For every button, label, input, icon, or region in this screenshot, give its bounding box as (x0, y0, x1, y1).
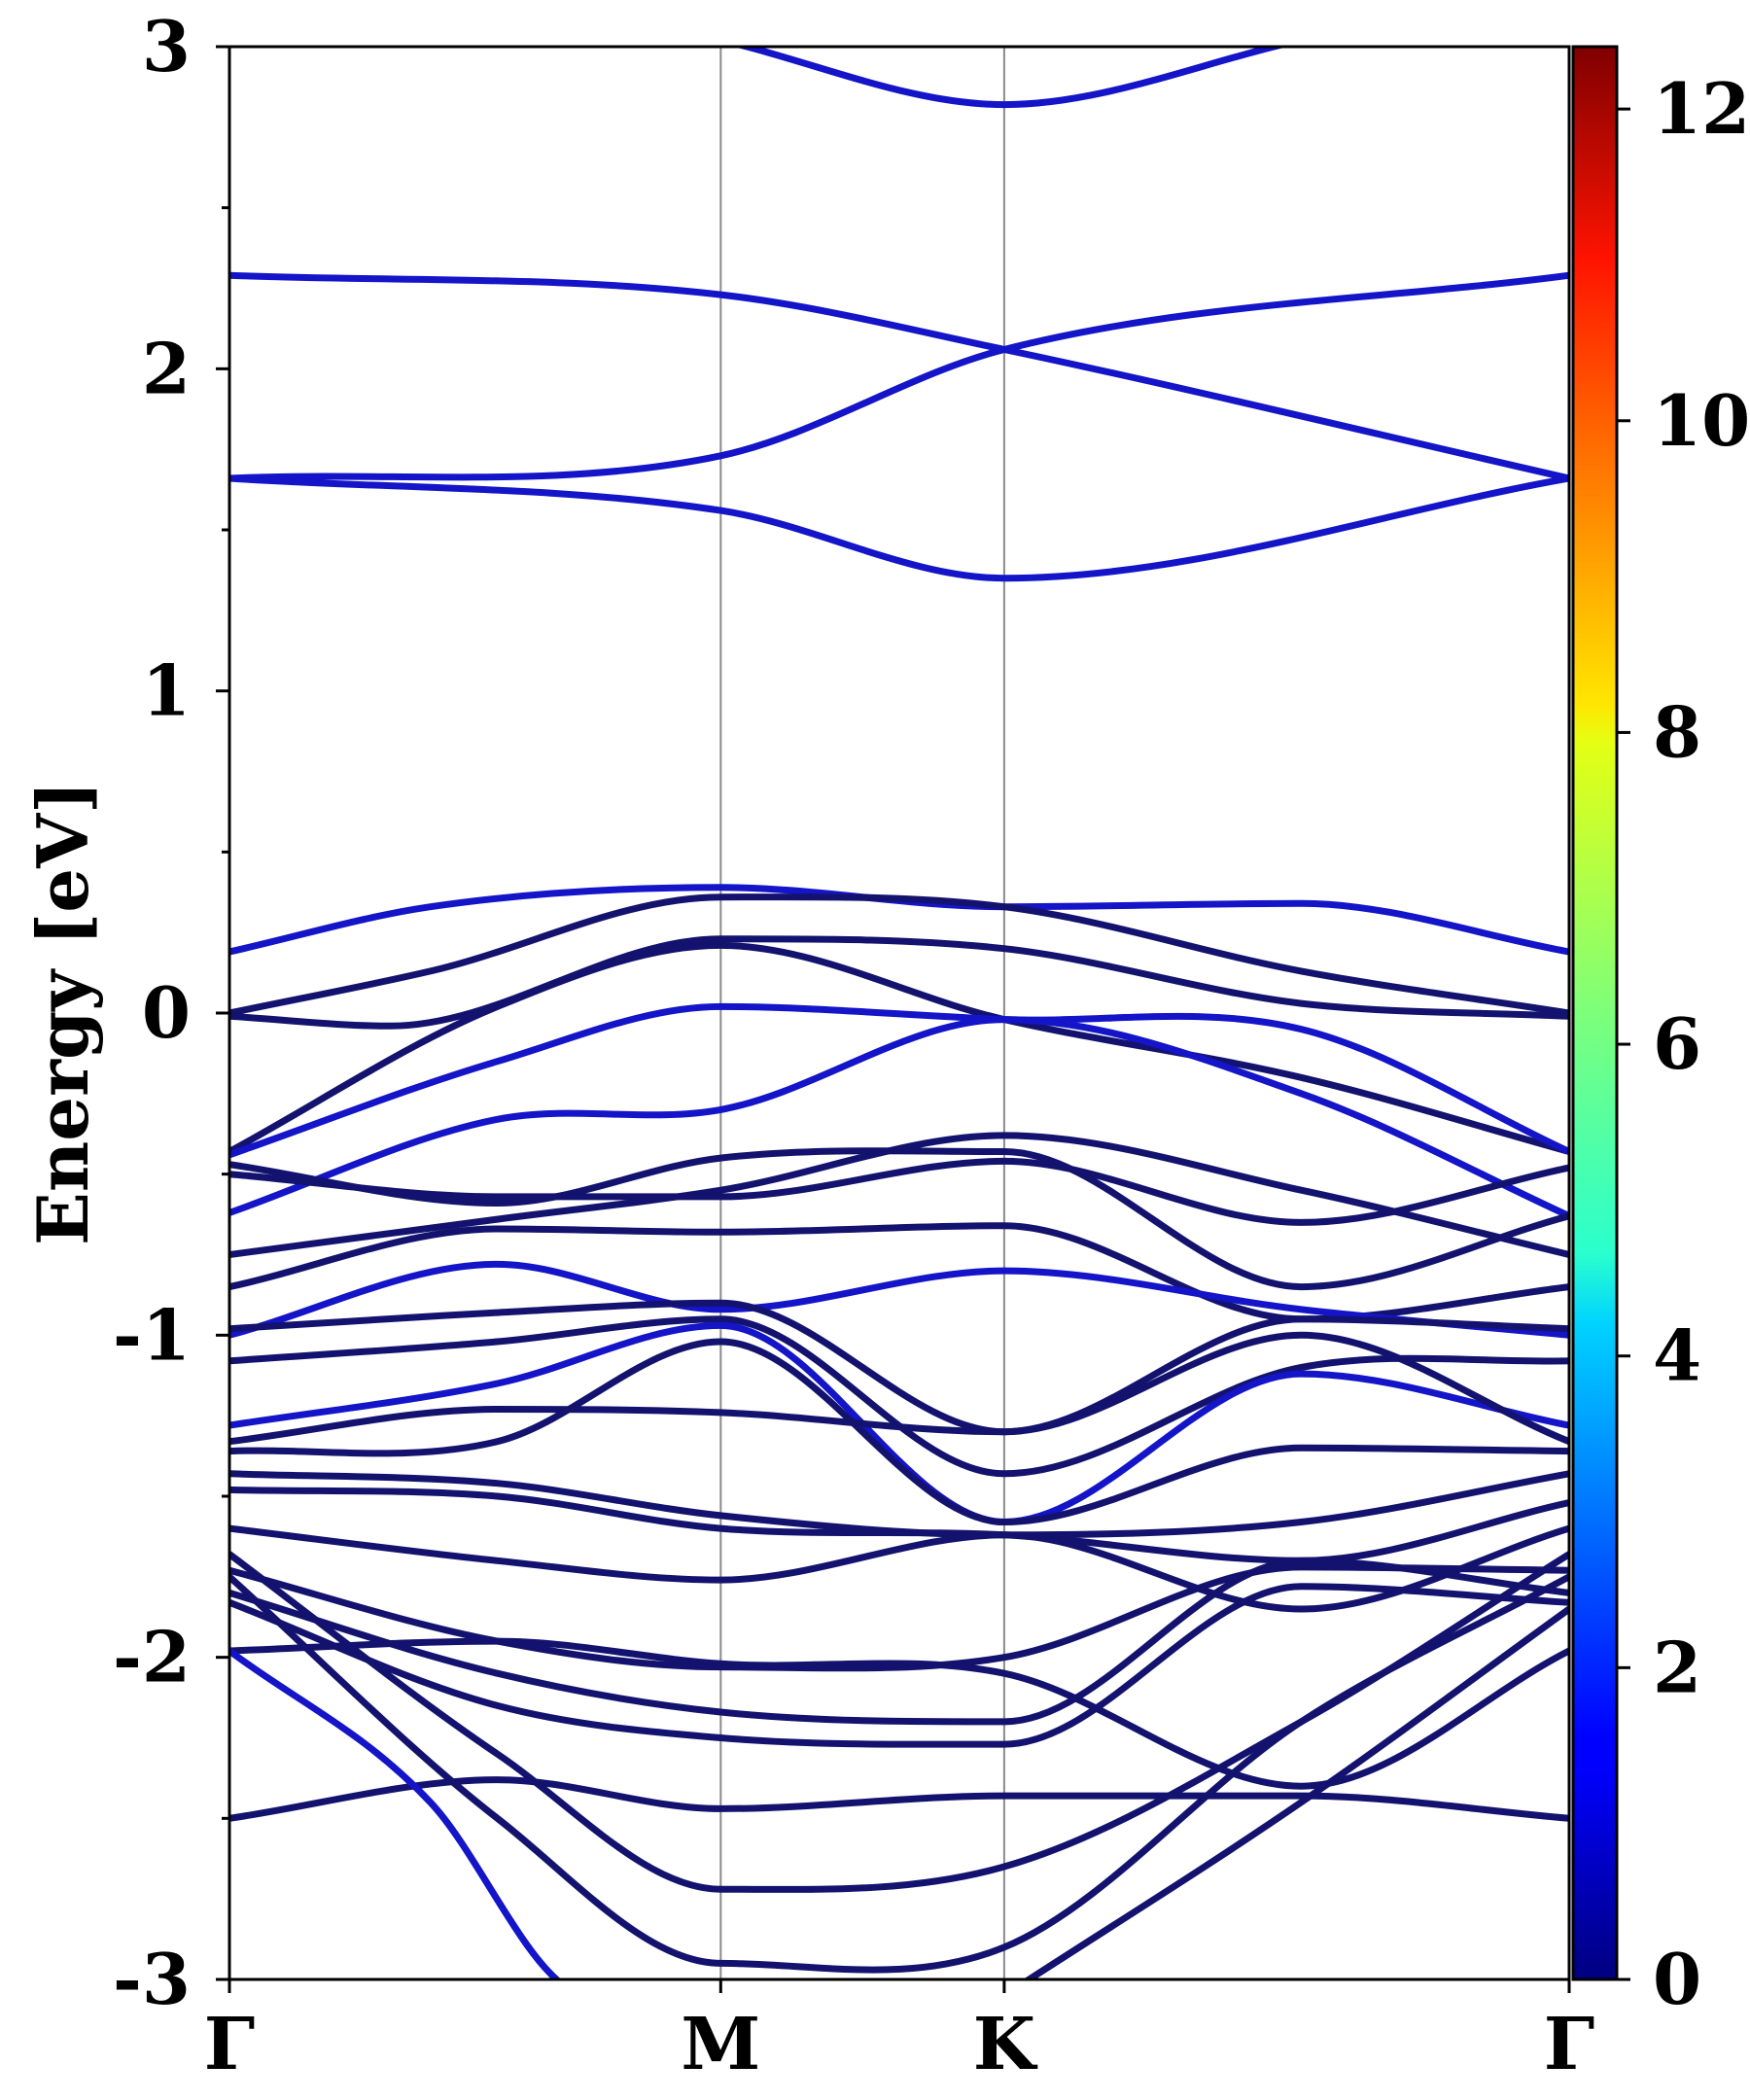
band-1 (229, 271, 1569, 482)
band-15 (229, 1299, 1569, 1436)
y-tick-label: 1 (142, 649, 191, 732)
band-curves (229, 47, 1569, 1979)
band-22 (229, 1524, 1569, 1613)
colorbar (1571, 45, 1619, 1981)
band-6 (229, 935, 1569, 1030)
kpoint-label-1: M (681, 2003, 760, 2086)
kpoint-label-0: Γ (204, 2003, 256, 2086)
band-8 (229, 1002, 1569, 1159)
band-24 (229, 1557, 1569, 1726)
y-axis-label: Energy [eV] (21, 781, 104, 1245)
band-16 (229, 1315, 1569, 1478)
band-30 (229, 1647, 562, 1979)
band-19 (229, 1338, 1569, 1526)
band-9 (229, 1016, 1569, 1220)
x-axis-ticks (228, 1979, 1571, 1993)
band-25 (229, 1583, 1569, 1748)
band-0 (229, 271, 1569, 482)
colorbar-ticks (1617, 107, 1630, 1981)
band-7 (229, 941, 1569, 1155)
band-29 (229, 1573, 1569, 1974)
band-5 (229, 893, 1569, 1017)
band-27 (229, 1776, 1569, 1822)
band-14 (229, 1260, 1569, 1339)
colorbar-tick-label: 10 (1653, 379, 1750, 462)
band-10 (229, 1157, 1569, 1226)
band-26 (229, 1637, 1569, 1790)
band-3 (732, 47, 1289, 109)
y-tick-label: 2 (142, 327, 191, 409)
y-axis-tick-labels: -3 -2 -1 0 1 2 3 (113, 5, 191, 2020)
kpoint-label-2: K (973, 2003, 1038, 2086)
y-axis-ticks (216, 45, 229, 1981)
y-tick-label: 0 (142, 971, 191, 1054)
band-2 (229, 474, 1569, 582)
band-17 (229, 1321, 1569, 1526)
colorbar-tick-label: 12 (1653, 67, 1750, 150)
band-31 (1023, 1605, 1569, 1979)
band-23 (229, 1563, 1569, 1672)
y-tick-label: -2 (113, 1616, 191, 1698)
band-18 (229, 1331, 1569, 1446)
kpoint-label-3: Γ (1544, 2003, 1595, 2086)
colorbar-tick-label: 2 (1653, 1626, 1701, 1708)
y-tick-label: -3 (113, 1938, 191, 2020)
colorbar-tick-label: 4 (1653, 1314, 1701, 1397)
band-20 (229, 1470, 1569, 1539)
colorbar-tick-labels: 0 2 4 6 8 10 12 (1653, 67, 1750, 2020)
y-tick-label: 3 (142, 5, 191, 88)
colorbar-tick-label: 0 (1653, 1938, 1701, 2020)
colorbar-tick-label: 8 (1653, 690, 1701, 773)
band-12 (229, 1132, 1569, 1258)
colorbar-tick-label: 6 (1653, 1002, 1701, 1085)
y-tick-label: -1 (113, 1293, 191, 1376)
